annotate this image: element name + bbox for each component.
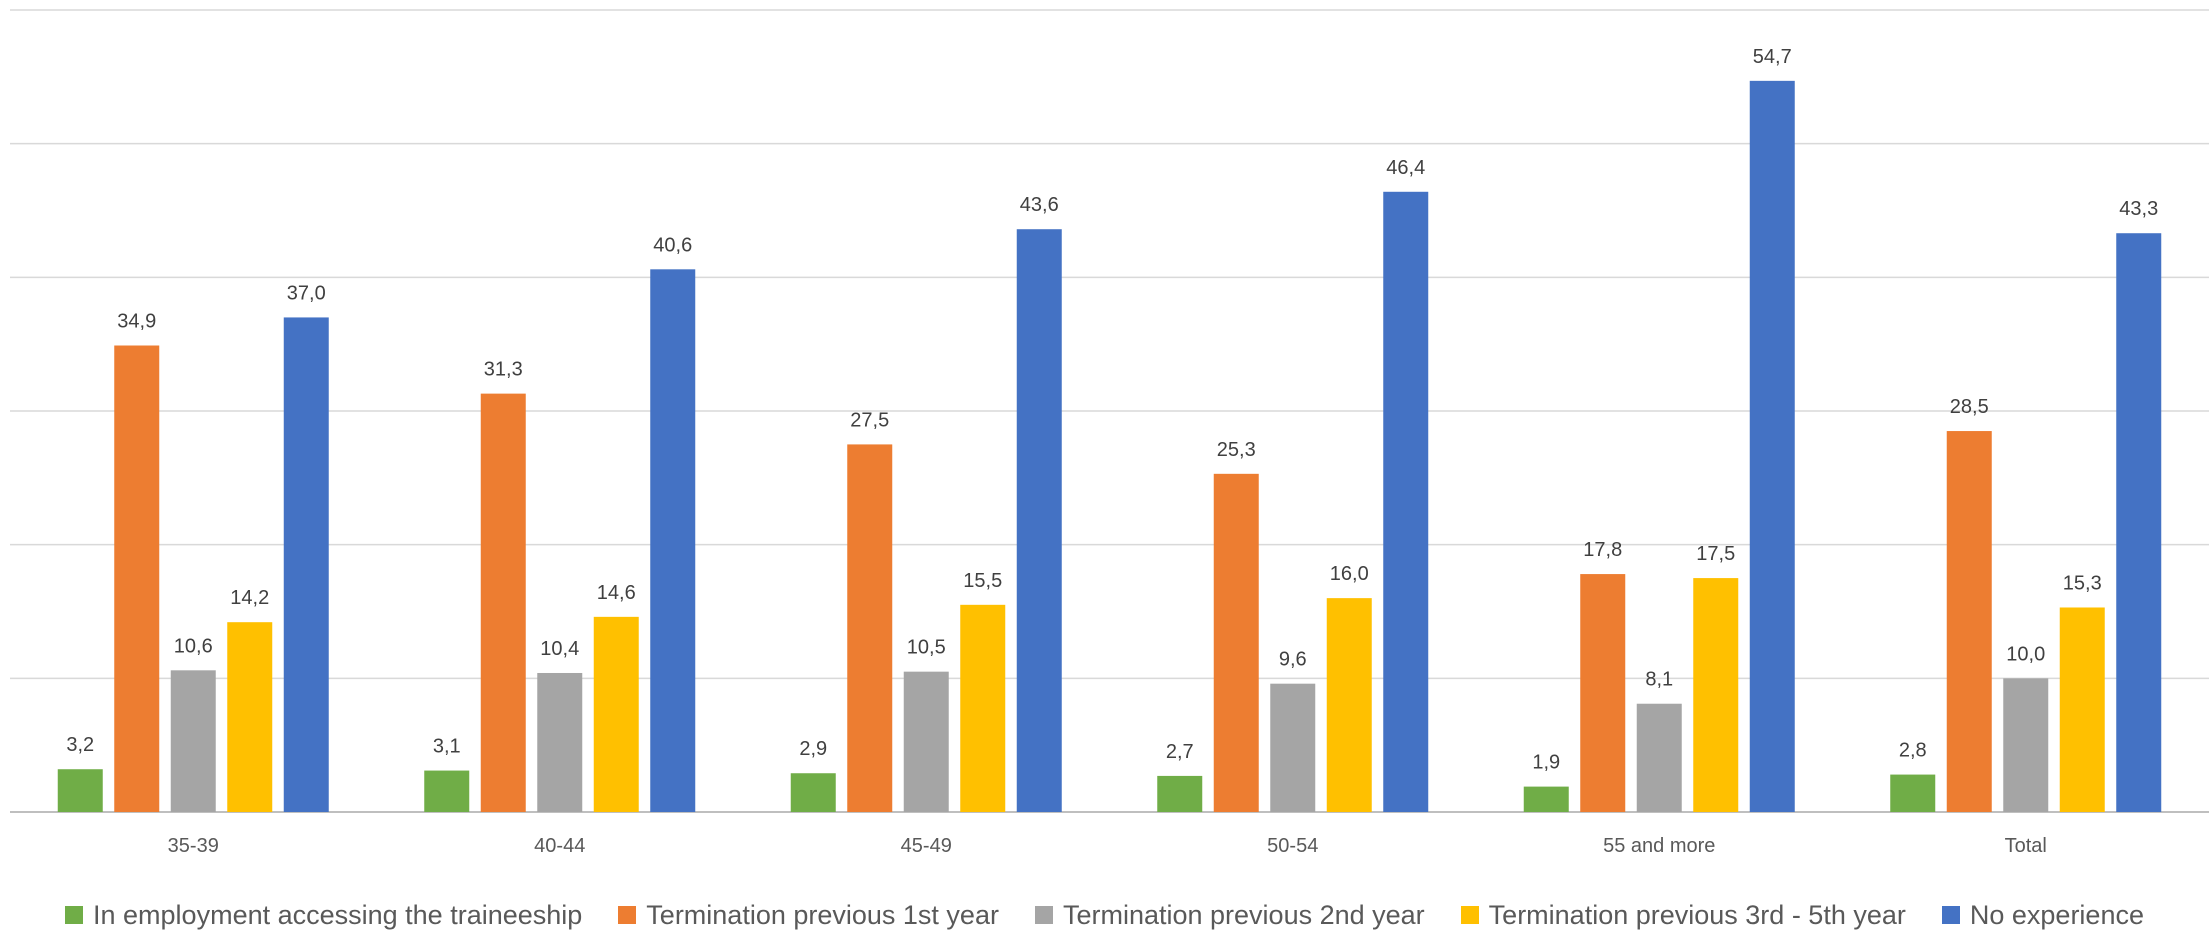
bar — [170, 670, 216, 812]
data-label: 37,0 — [287, 282, 326, 304]
bars — [57, 80, 2162, 813]
bar — [1383, 191, 1429, 812]
bar — [960, 604, 1006, 812]
bar — [2116, 233, 2162, 812]
data-label: 40,6 — [653, 234, 692, 256]
bar — [650, 269, 696, 812]
bar — [2059, 607, 2105, 812]
bar — [57, 769, 103, 812]
legend-label: Termination previous 1st year — [646, 899, 999, 930]
bar — [424, 770, 470, 812]
legend-label: Termination previous 3rd - 5th year — [1488, 899, 1906, 930]
legend-swatch — [1941, 906, 1960, 924]
data-label: 31,3 — [484, 359, 523, 381]
legend-label: Termination previous 2nd year — [1062, 899, 1425, 930]
legend-swatch — [1034, 906, 1053, 924]
bar — [283, 317, 329, 812]
legend: In employment accessing the traineeship T… — [0, 898, 2209, 932]
data-label: 15,3 — [2063, 572, 2102, 594]
bar — [1326, 598, 1372, 812]
data-label: 34,9 — [117, 311, 156, 333]
bar — [1693, 578, 1739, 812]
bar — [1523, 786, 1569, 812]
data-label: 9,6 — [1279, 649, 1307, 671]
data-label: 2,9 — [799, 738, 827, 760]
data-label: 14,2 — [230, 587, 269, 609]
bar — [1580, 574, 1626, 812]
bar — [1890, 774, 1936, 812]
legend-item: In employment accessing the traineeship — [65, 900, 582, 931]
legend-swatch — [1460, 906, 1479, 924]
bar — [847, 444, 893, 812]
data-label: 3,1 — [433, 736, 461, 758]
bar — [1749, 80, 1795, 813]
data-label: 10,0 — [2006, 643, 2045, 665]
bar — [790, 773, 836, 812]
bar — [480, 393, 526, 812]
data-label: 43,6 — [1020, 194, 1059, 216]
bar — [1213, 473, 1259, 812]
legend-item: No experience — [1941, 899, 2144, 931]
data-label: 54,7 — [1753, 46, 1792, 68]
legend-label: In employment accessing the traineeship — [93, 899, 583, 930]
data-label: 10,5 — [907, 637, 946, 659]
legend-item: Termination previous 2nd year — [1034, 899, 1425, 931]
data-label: 14,6 — [597, 582, 636, 604]
data-label: 25,3 — [1217, 439, 1256, 461]
bar — [1946, 431, 1992, 812]
data-label: 1,9 — [1532, 752, 1560, 774]
data-label: 17,5 — [1696, 543, 1735, 565]
category-tick-label: Total — [2005, 835, 2047, 857]
data-label: 10,4 — [540, 638, 579, 660]
category-labels: 35-39 40-44 45-49 50-54 55 and more Total — [168, 835, 2047, 857]
data-label: 8,1 — [1645, 669, 1673, 691]
category-tick-label: 55 and more — [1603, 835, 1715, 857]
bar — [1636, 703, 1682, 812]
bar — [1157, 775, 1203, 812]
value-labels: 3,2 34,9 10,6 14,2 37,0 3,1 31,3 10,4 14,6 40,6 2,… — [66, 46, 2158, 774]
data-label: 28,5 — [1950, 396, 1989, 418]
legend-item: Termination previous 3rd - 5th year — [1460, 899, 1906, 931]
data-label: 15,5 — [963, 570, 1002, 592]
data-label: 3,2 — [66, 734, 94, 756]
data-label: 46,4 — [1386, 157, 1425, 179]
bar — [903, 671, 949, 812]
bar — [1016, 229, 1062, 813]
legend-item: Termination previous 1st year — [618, 900, 999, 931]
legend-swatch — [618, 906, 637, 924]
bar — [2003, 678, 2049, 812]
bar — [593, 616, 639, 812]
data-label: 17,8 — [1583, 539, 1622, 561]
category-tick-label: 50-54 — [1267, 835, 1318, 857]
legend-label: No experience — [1969, 899, 2144, 930]
data-label: 2,7 — [1166, 741, 1194, 763]
data-label: 43,3 — [2119, 198, 2158, 220]
bar — [227, 622, 273, 812]
bar — [537, 672, 583, 812]
data-label: 10,6 — [174, 635, 213, 657]
bar — [1270, 683, 1316, 812]
gridlines — [10, 9, 2209, 813]
category-tick-label: 45-49 — [901, 835, 952, 857]
category-tick-label: 40-44 — [534, 835, 585, 857]
legend-swatch — [65, 906, 84, 924]
data-label: 16,0 — [1330, 563, 1369, 585]
bar — [114, 345, 160, 812]
data-label: 2,8 — [1899, 740, 1927, 762]
data-label: 27,5 — [850, 409, 889, 431]
category-tick-label: 35-39 — [168, 835, 219, 857]
